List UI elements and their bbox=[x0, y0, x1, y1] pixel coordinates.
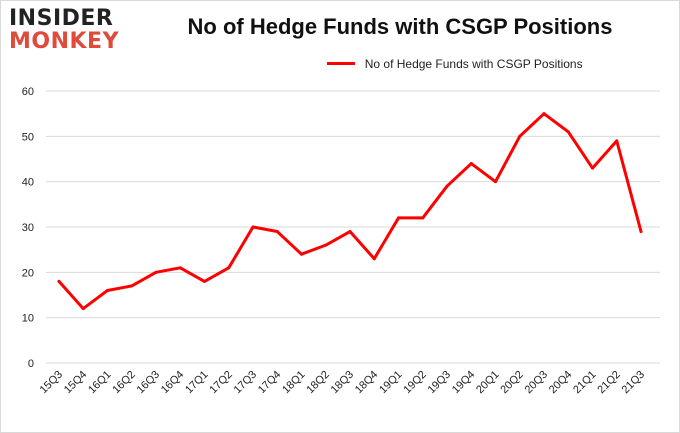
x-tick-label: 16Q2 bbox=[110, 369, 138, 397]
x-tick-label: 20Q4 bbox=[547, 369, 575, 397]
data-point bbox=[178, 266, 182, 270]
x-tick-label: 17Q4 bbox=[256, 369, 284, 397]
data-point bbox=[372, 257, 376, 261]
x-tick-label: 19Q4 bbox=[450, 369, 478, 397]
x-tick-label: 18Q2 bbox=[304, 369, 332, 397]
data-point bbox=[203, 279, 206, 283]
data-point bbox=[106, 288, 109, 292]
y-tick-label: 40 bbox=[22, 177, 34, 189]
data-point bbox=[421, 216, 425, 220]
x-tick-label: 19Q3 bbox=[426, 369, 454, 397]
y-tick-label: 0 bbox=[28, 358, 34, 370]
legend-line-swatch bbox=[327, 62, 356, 66]
x-tick-label: 16Q4 bbox=[159, 369, 187, 397]
x-tick-label: 20Q1 bbox=[474, 369, 502, 397]
x-tick-label: 21Q3 bbox=[620, 369, 648, 397]
data-point bbox=[397, 216, 400, 220]
x-tick-label: 20Q3 bbox=[523, 369, 551, 397]
x-tick-label: 18Q3 bbox=[329, 369, 357, 397]
y-tick-label: 10 bbox=[22, 313, 34, 325]
series-line-0 bbox=[57, 112, 643, 311]
data-point bbox=[494, 180, 497, 184]
legend-label: No of Hedge Funds with CSGP Positions bbox=[364, 56, 583, 71]
data-point bbox=[251, 225, 255, 229]
y-tick-label: 60 bbox=[22, 86, 34, 98]
data-point bbox=[57, 279, 61, 283]
chart-title: No of Hedge Funds with CSGP Positions bbox=[187, 14, 613, 39]
x-tick-label: 21Q2 bbox=[595, 369, 623, 397]
logo-line-2: MONKEY bbox=[9, 29, 120, 54]
data-point bbox=[615, 139, 619, 143]
x-tick-label: 21Q1 bbox=[571, 369, 599, 397]
insider-monkey-logo: INSIDER MONKEY bbox=[9, 8, 127, 53]
x-tick-label: 18Q1 bbox=[280, 369, 308, 397]
x-tick-label: 19Q2 bbox=[401, 369, 429, 397]
x-tick-label: 16Q3 bbox=[135, 369, 163, 397]
x-tick-label: 20Q2 bbox=[498, 369, 526, 397]
data-point bbox=[469, 162, 473, 166]
x-tick-label: 19Q1 bbox=[377, 369, 405, 397]
y-tick-label: 50 bbox=[22, 131, 34, 143]
x-tick-label: 18Q4 bbox=[353, 369, 381, 397]
x-tick-label: 15Q3 bbox=[38, 369, 66, 397]
data-point bbox=[81, 307, 85, 311]
data-point bbox=[154, 270, 158, 274]
x-tick-label: 17Q1 bbox=[183, 369, 211, 397]
logo-line-1: INSIDER bbox=[9, 6, 114, 31]
data-point bbox=[639, 230, 643, 234]
data-point bbox=[518, 134, 522, 138]
x-tick-label: 16Q1 bbox=[86, 369, 114, 397]
chart-legend: No of Hedge Funds with CSGP Positions bbox=[0, 56, 680, 71]
data-point bbox=[324, 243, 328, 247]
data-point bbox=[591, 166, 594, 170]
data-point bbox=[542, 112, 546, 116]
y-tick-label: 20 bbox=[22, 267, 34, 279]
x-tick-label: 17Q3 bbox=[232, 369, 260, 397]
data-point bbox=[300, 252, 303, 256]
x-tick-label: 17Q2 bbox=[207, 369, 235, 397]
data-point bbox=[445, 184, 449, 188]
x-tick-label: 15Q4 bbox=[62, 369, 90, 397]
data-point bbox=[130, 284, 134, 288]
y-tick-label: 30 bbox=[22, 222, 34, 234]
data-point bbox=[348, 230, 352, 234]
data-point bbox=[566, 130, 570, 134]
data-point bbox=[227, 266, 231, 270]
data-point bbox=[275, 230, 279, 234]
